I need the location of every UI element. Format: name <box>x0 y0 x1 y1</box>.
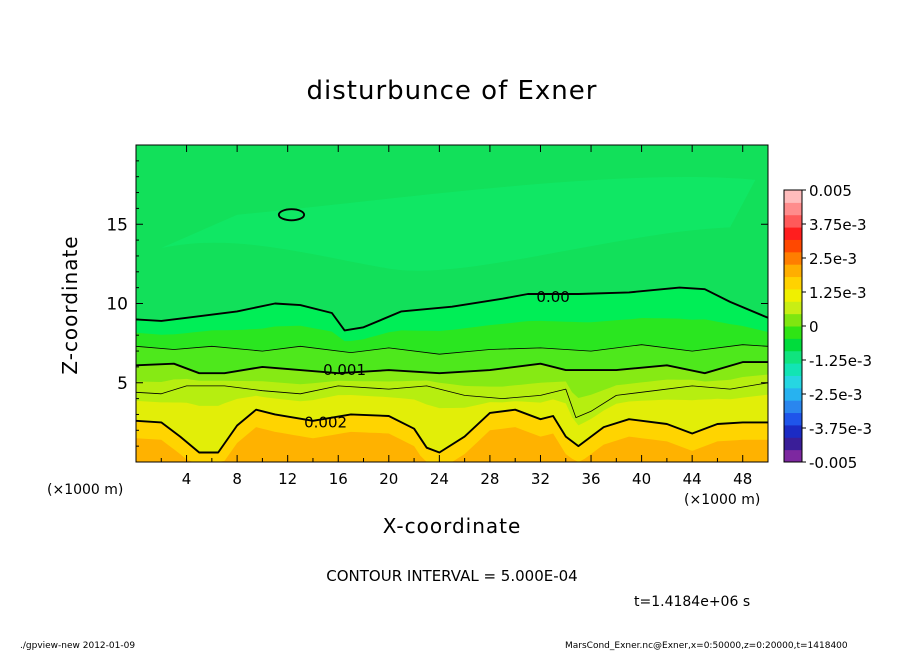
contour-line-5 <box>136 408 768 454</box>
colorbar-label-2: 3.75e-3 <box>809 216 867 234</box>
field-band-8 <box>136 427 768 462</box>
x-unit-label-left: (×1000 m) <box>47 482 124 498</box>
colorbar-cell-22 <box>784 190 802 203</box>
colorbar-label-6: -1.25e-3 <box>809 352 872 370</box>
x-unit-label-right: (×1000 m) <box>684 492 761 508</box>
x-tick-label-8: 8 <box>232 470 242 488</box>
colorbar-cell-15 <box>784 276 802 290</box>
x-tick-label-20: 20 <box>379 470 398 488</box>
colorbar-label-9: -0.005 <box>809 454 857 472</box>
x-axis-label: X-coordinate <box>382 514 522 538</box>
x-tick-label-4: 4 <box>182 470 192 488</box>
colorbar-label-1: 0.005 <box>809 182 852 200</box>
contour-label-2: 0.001 <box>323 361 366 379</box>
contour-closed-1 <box>277 208 306 222</box>
y-axis-label: Z-coordinate <box>58 235 82 375</box>
colorbar-cell-10 <box>784 338 802 352</box>
colorbar-cell-17 <box>784 251 802 265</box>
y-tick-label-5: 5 <box>117 374 128 394</box>
colorbar-cell-21 <box>784 202 802 216</box>
colorbar-cell-4 <box>784 412 802 426</box>
colorbar-cell-5 <box>784 400 802 414</box>
colorbar-label-8: -3.75e-3 <box>809 420 872 438</box>
colorbar-label-7: -2.5e-3 <box>809 386 862 404</box>
contour-line-4 <box>136 382 768 418</box>
x-tick-label-12: 12 <box>278 470 297 488</box>
colorbar-label-4: 1.25e-3 <box>809 284 867 302</box>
colorbar-cell-1 <box>784 449 802 463</box>
colorbar-cell-14 <box>784 288 802 302</box>
colorbar-cell-13 <box>784 301 802 315</box>
x-tick-label-24: 24 <box>430 470 449 488</box>
x-tick-label-16: 16 <box>329 470 348 488</box>
colorbar-cell-18 <box>784 239 802 253</box>
footer-program-date: ./gpview-new 2012-01-09 <box>20 641 136 651</box>
colorbar-cell-3 <box>784 424 802 438</box>
chart-title: disturbunce of Exner <box>306 76 598 106</box>
x-tick-label-32: 32 <box>531 470 550 488</box>
colorbar-cell-20 <box>784 214 802 228</box>
y-tick-label-10: 10 <box>106 295 128 315</box>
colorbar-cell-7 <box>784 375 802 389</box>
x-tick-label-40: 40 <box>632 470 651 488</box>
contour-interval-text: CONTOUR INTERVAL = 5.000E-04 <box>326 567 578 585</box>
x-tick-label-36: 36 <box>581 470 600 488</box>
footer-source: MarsCond_Exner.nc@Exner,x=0:50000,z=0:20… <box>565 641 848 651</box>
colorbar-cell-11 <box>784 326 802 339</box>
contour-label-1: 0.00 <box>536 288 569 306</box>
time-label: t=1.4184e+06 s <box>634 594 751 610</box>
colorbar-cell-6 <box>784 387 802 401</box>
colorbar-cell-16 <box>784 264 802 278</box>
y-tick-label-15: 15 <box>106 215 128 235</box>
colorbar-label-5: 0 <box>809 318 819 336</box>
x-tick-label-48: 48 <box>733 470 752 488</box>
colorbar-cell-8 <box>784 363 802 376</box>
contour-label-3: 0.002 <box>304 413 347 431</box>
colorbar-cell-12 <box>784 313 802 327</box>
contour-line-3 <box>136 361 768 375</box>
colorbar-cell-2 <box>784 437 802 451</box>
contour-line-2 <box>136 344 768 355</box>
colorbar-cell-19 <box>784 227 802 240</box>
x-tick-label-44: 44 <box>683 470 702 488</box>
colorbar-label-3: 2.5e-3 <box>809 250 857 268</box>
colorbar-cell-9 <box>784 350 802 364</box>
contour-line-1 <box>136 286 768 332</box>
x-tick-label-28: 28 <box>480 470 499 488</box>
field-region-upper <box>161 177 756 271</box>
